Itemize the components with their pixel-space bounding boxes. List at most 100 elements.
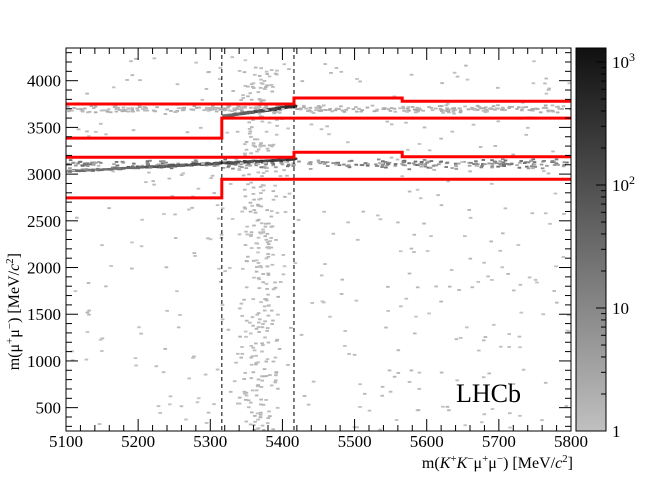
heatmap-cell bbox=[232, 107, 236, 110]
heatmap-cell bbox=[252, 209, 257, 211]
heatmap-cell bbox=[365, 106, 370, 109]
heatmap-cell bbox=[226, 328, 231, 331]
heatmap-cell bbox=[407, 190, 412, 193]
heatmap-cell bbox=[85, 92, 89, 95]
heatmap-cell bbox=[392, 375, 397, 378]
heatmap-cell bbox=[555, 111, 560, 114]
heatmap-cell bbox=[445, 405, 450, 408]
heatmap-cell bbox=[280, 163, 285, 166]
heatmap-cell bbox=[220, 304, 225, 306]
heatmap-cell bbox=[519, 160, 524, 162]
heatmap-cell bbox=[159, 160, 163, 163]
heatmap-cell bbox=[530, 108, 535, 110]
heatmap-cell bbox=[265, 167, 269, 169]
axis-title-part: m( bbox=[422, 455, 440, 472]
heatmap-cell bbox=[212, 403, 216, 406]
heatmap-cell bbox=[263, 160, 267, 162]
heatmap-cell bbox=[248, 160, 252, 163]
heatmap-cell bbox=[505, 163, 510, 165]
heatmap-cell bbox=[182, 163, 187, 166]
heatmap-cell bbox=[206, 411, 211, 414]
heatmap-cell bbox=[418, 108, 422, 111]
heatmap-cell bbox=[237, 396, 242, 399]
heatmap-cell bbox=[343, 345, 347, 347]
heatmap-cell bbox=[86, 282, 91, 284]
heatmap-cell bbox=[441, 405, 445, 408]
heatmap-cell bbox=[256, 277, 261, 279]
heatmap-cell bbox=[490, 166, 494, 169]
heatmap-cell bbox=[339, 293, 344, 295]
heatmap-cell bbox=[491, 105, 496, 108]
heatmap-cell bbox=[271, 360, 276, 363]
heatmap-cell bbox=[375, 108, 380, 111]
heatmap-cell bbox=[518, 161, 522, 164]
heatmap-cell bbox=[270, 263, 275, 266]
heatmap-cell bbox=[258, 416, 263, 419]
heatmap-cell bbox=[478, 146, 483, 148]
heatmap-cell bbox=[249, 363, 254, 366]
heatmap-cell bbox=[236, 162, 241, 165]
heatmap-cell bbox=[429, 160, 434, 162]
heatmap-cell bbox=[400, 162, 404, 165]
heatmap-cell bbox=[270, 145, 274, 148]
heatmap-cell bbox=[546, 110, 551, 113]
heatmap-cell bbox=[264, 238, 269, 241]
heatmap-cell bbox=[244, 394, 249, 397]
heatmap-cell bbox=[117, 167, 121, 169]
heatmap-cell bbox=[429, 107, 434, 109]
heatmap-cell bbox=[409, 73, 414, 76]
heatmap-cell bbox=[316, 105, 321, 107]
heatmap-cell bbox=[439, 109, 443, 111]
heatmap-cell bbox=[445, 161, 450, 164]
heatmap-cell bbox=[352, 353, 357, 356]
heatmap-cell bbox=[264, 282, 269, 285]
heatmap-cell bbox=[532, 60, 536, 63]
heatmap-cell bbox=[264, 130, 269, 133]
heatmap-cell bbox=[275, 69, 279, 72]
heatmap-cell bbox=[223, 158, 228, 161]
heatmap-cell bbox=[283, 211, 288, 213]
heatmap-cell bbox=[236, 105, 241, 108]
heatmap-cell bbox=[517, 166, 522, 169]
heatmap-cell bbox=[239, 356, 244, 359]
heatmap-cell bbox=[238, 335, 242, 338]
heatmap-cell bbox=[262, 144, 266, 147]
heatmap-cell bbox=[384, 166, 388, 169]
heatmap-cell bbox=[464, 64, 468, 67]
heatmap-cell bbox=[257, 287, 262, 290]
heatmap-cell bbox=[343, 330, 348, 332]
heatmap-cell bbox=[468, 170, 472, 173]
heatmap-cell bbox=[470, 286, 475, 289]
selection-boundary bbox=[66, 150, 571, 159]
heatmap-cell bbox=[246, 183, 250, 186]
heatmap-cell bbox=[114, 161, 119, 163]
heatmap-cell bbox=[439, 371, 444, 374]
heatmap-cell bbox=[347, 353, 351, 355]
heatmap-cell bbox=[401, 164, 406, 166]
heatmap-cell bbox=[223, 270, 228, 273]
heatmap-cell bbox=[515, 164, 519, 167]
heatmap-cell bbox=[107, 207, 111, 210]
heatmap-cell bbox=[323, 63, 328, 65]
heatmap-cell bbox=[131, 167, 136, 169]
heatmap-cell bbox=[402, 161, 407, 164]
heatmap-cell bbox=[98, 338, 103, 341]
heatmap-cell bbox=[226, 106, 230, 109]
heatmap-cell bbox=[467, 161, 471, 164]
heatmap-cell bbox=[407, 272, 412, 275]
heatmap-cell bbox=[458, 337, 463, 339]
heatmap-cell bbox=[470, 106, 474, 109]
heatmap-cell bbox=[446, 103, 450, 105]
y-tick-label: 2000 bbox=[27, 259, 61, 278]
heatmap-cell bbox=[260, 175, 264, 178]
heatmap-cell bbox=[432, 169, 437, 171]
heatmap-cell bbox=[430, 109, 435, 112]
heatmap-cell bbox=[286, 165, 290, 168]
heatmap-cell bbox=[247, 128, 252, 130]
heatmap-cell bbox=[273, 381, 278, 384]
heatmap-cell bbox=[283, 195, 287, 198]
heatmap-cell bbox=[258, 265, 263, 268]
heatmap-cell bbox=[340, 109, 345, 112]
heatmap-cell bbox=[158, 164, 163, 167]
heatmap-cell bbox=[271, 143, 276, 146]
